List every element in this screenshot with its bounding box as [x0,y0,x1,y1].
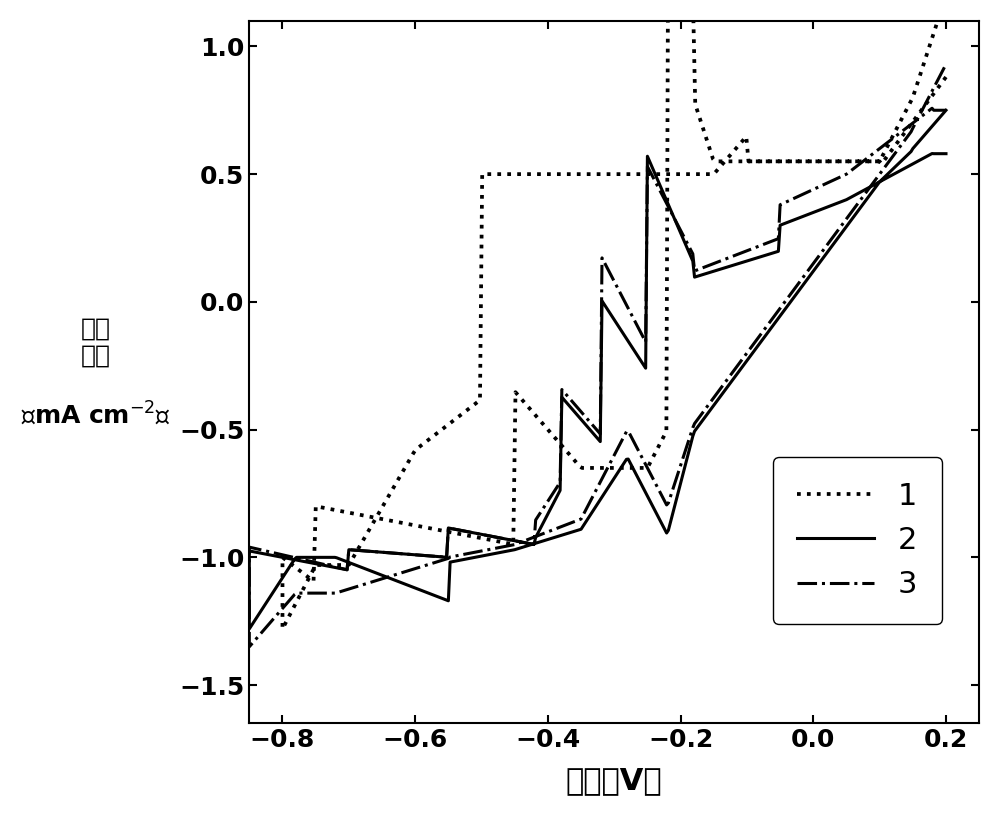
Line: 2: 2 [249,110,946,629]
1 [276,624,288,634]
Legend: 1, 2, 3: 1, 2, 3 [773,458,942,623]
1 [336,507,348,517]
1 [616,169,628,179]
3 [940,105,952,115]
Line: 3: 3 [249,64,946,647]
3 [748,339,760,348]
3 [854,158,866,168]
2 [748,346,760,356]
Line: 1: 1 [282,0,946,629]
3 [243,642,255,652]
1 [705,147,717,157]
2 [357,563,369,573]
1 [596,463,608,472]
3 [940,60,952,69]
X-axis label: 电压（V）: 电压（V） [566,766,663,795]
1 [940,72,952,82]
2 [243,624,255,634]
3 [605,457,617,467]
2 [940,149,952,158]
2 [854,187,866,197]
2 [940,105,952,115]
2 [393,577,405,587]
3 [357,580,369,590]
3 [393,569,405,579]
2 [605,479,617,489]
3 [435,556,447,565]
Y-axis label: 电流
密度

（mA cm$^{-2}$）: 电流 密度 （mA cm$^{-2}$） [21,316,171,428]
2 [435,593,447,603]
1 [399,463,411,473]
1 [503,169,515,179]
